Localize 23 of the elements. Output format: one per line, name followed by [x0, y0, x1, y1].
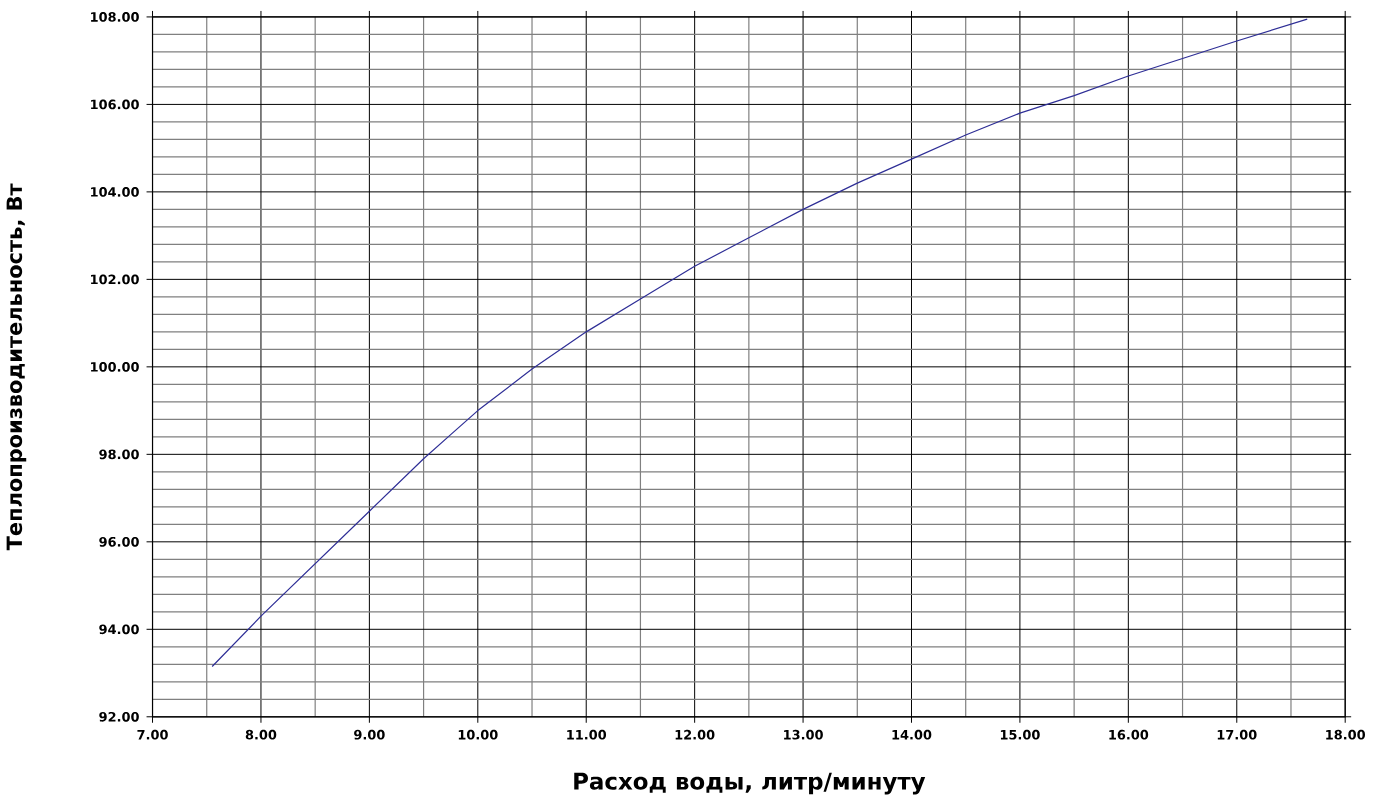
x-tick-label: 9.00: [354, 729, 385, 740]
y-tick-label: 96.00: [99, 536, 139, 547]
x-axis-title: Расход воды, литр/минуту: [574, 772, 926, 795]
x-tick-label: 18.00: [1326, 729, 1366, 740]
y-tick-label: 92.00: [99, 711, 139, 722]
x-tick-label: 8.00: [245, 729, 277, 740]
y-tick-label: 94.00: [99, 624, 139, 635]
y-axis-title: Теплопроизводительность, Вт: [6, 183, 27, 551]
x-tick-label: 12.00: [675, 729, 715, 740]
x-tick-label: 15.00: [1000, 729, 1040, 740]
y-tick-label: 104.00: [91, 186, 139, 197]
y-tick-label: 102.00: [91, 274, 139, 285]
y-tick-label: 100.00: [91, 361, 139, 372]
x-tick-label: 10.00: [458, 729, 498, 740]
y-tick-label: 98.00: [99, 449, 139, 460]
x-tick-label: 14.00: [892, 729, 932, 740]
x-tick-label: 16.00: [1109, 729, 1149, 740]
x-tick-label: 13.00: [784, 729, 823, 740]
x-tick-label: 7.00: [137, 729, 168, 740]
x-tick-label: 17.00: [1217, 729, 1257, 740]
x-tick-label: 11.00: [567, 729, 607, 740]
y-tick-label: 106.00: [91, 99, 139, 110]
y-tick-label: 108.00: [91, 11, 139, 22]
